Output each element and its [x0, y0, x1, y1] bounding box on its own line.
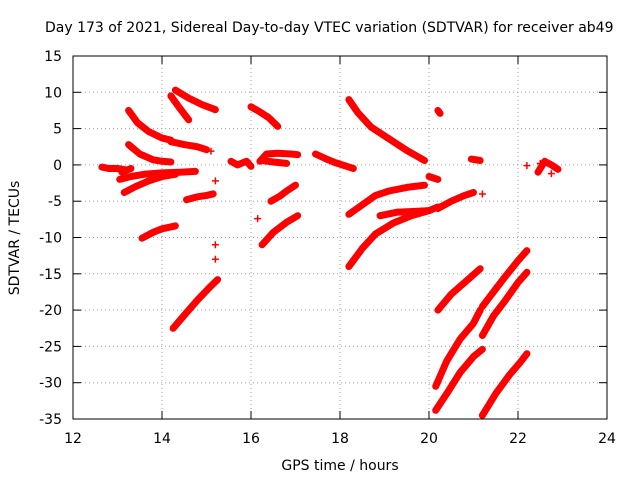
x-tick-label: 20 [420, 431, 438, 447]
data-track [169, 276, 222, 332]
y-tick-label: -25 [39, 339, 62, 355]
data-track [167, 92, 193, 124]
data-point [547, 170, 555, 178]
y-tick-label: 15 [44, 49, 62, 65]
data-track [256, 149, 302, 165]
y-tick-label: -5 [48, 194, 62, 210]
data-track [118, 165, 135, 176]
data-track [138, 222, 179, 242]
data-point [211, 255, 219, 263]
data-point [211, 177, 219, 185]
data-track [467, 155, 484, 164]
x-tick-label: 12 [64, 431, 82, 447]
data-track [247, 103, 282, 130]
data-point [536, 159, 544, 167]
data-track [267, 181, 299, 205]
data-point [254, 215, 262, 223]
data-track [478, 350, 531, 419]
data-track [432, 345, 486, 414]
data-track [345, 181, 428, 218]
data-track [258, 212, 302, 249]
data-track [116, 167, 199, 183]
y-tick-label: -30 [39, 376, 62, 392]
y-tick-label: 10 [44, 85, 62, 101]
data-series [98, 86, 562, 419]
y-tick-label: -15 [39, 267, 62, 283]
y-tick-label: 5 [53, 122, 62, 138]
data-track [534, 157, 562, 176]
data-track [376, 207, 433, 220]
data-track [258, 157, 291, 167]
grid [73, 56, 607, 419]
x-tick-label: 16 [242, 431, 260, 447]
data-track [312, 150, 357, 172]
x-tick-label: 18 [331, 431, 349, 447]
data-track [120, 170, 179, 196]
data-track [434, 265, 484, 314]
data-track [478, 268, 531, 339]
x-tick-label: 24 [598, 431, 616, 447]
data-track [125, 106, 175, 144]
data-point [478, 190, 486, 198]
data-track [171, 86, 219, 114]
data-track [167, 138, 210, 154]
y-tick-label: 0 [53, 158, 62, 174]
data-track [432, 306, 484, 390]
data-point [523, 162, 531, 170]
data-track [434, 189, 477, 212]
data-track [434, 106, 444, 117]
data-track [345, 96, 428, 164]
x-axis-label: GPS time / hours [281, 458, 398, 474]
data-point [207, 147, 215, 155]
y-tick-label: -20 [39, 303, 62, 319]
data-track [125, 141, 175, 166]
data-point [211, 241, 219, 249]
y-tick-label: -10 [39, 231, 62, 247]
y-tick-label: -35 [39, 412, 62, 428]
data-track [183, 190, 217, 204]
axis-ticks: 12 14 16 18 20 22 24 -35 -30 -25 -20 -15 -10 -5 0 5 10 15 [39, 49, 616, 447]
x-tick-label: 14 [153, 431, 171, 447]
y-axis-label: SDTVAR / TECUs [7, 181, 23, 296]
chart-title: Day 173 of 2021, Sidereal Day-to-day VTE… [45, 20, 614, 36]
data-track [425, 173, 442, 183]
data-track [478, 247, 531, 310]
data-track [227, 157, 255, 170]
x-tick-label: 22 [509, 431, 527, 447]
